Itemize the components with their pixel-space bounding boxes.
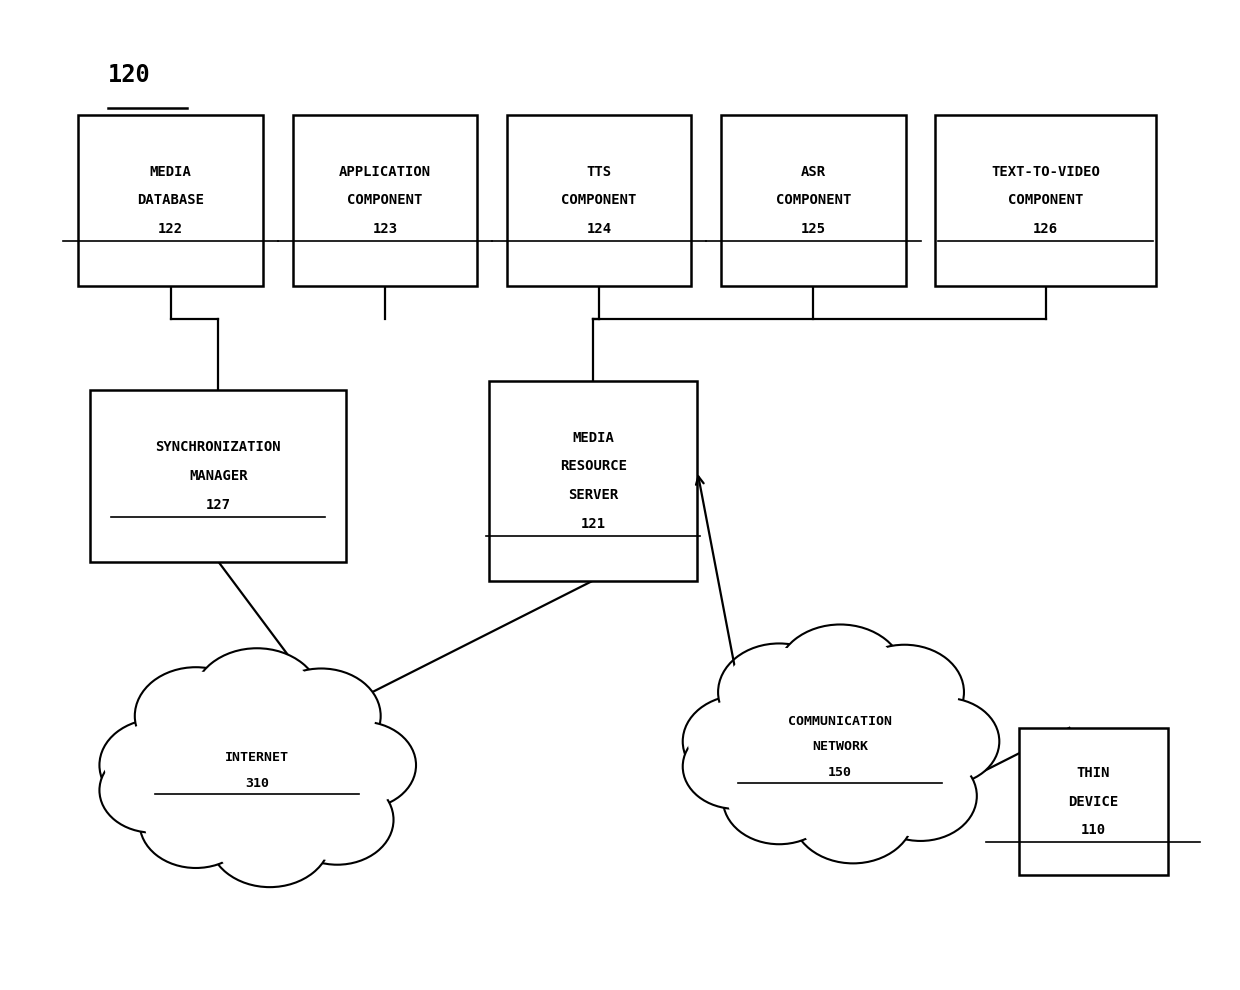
Text: NETWORK: NETWORK — [812, 741, 868, 753]
FancyBboxPatch shape — [78, 115, 263, 286]
Text: INTERNET: INTERNET — [224, 751, 289, 764]
FancyBboxPatch shape — [293, 115, 477, 286]
Circle shape — [870, 755, 971, 837]
Text: COMPONENT: COMPONENT — [1008, 193, 1084, 207]
Text: THIN: THIN — [1076, 766, 1110, 780]
Text: APPLICATION: APPLICATION — [339, 165, 432, 179]
FancyBboxPatch shape — [507, 115, 692, 286]
Text: 127: 127 — [206, 498, 231, 512]
Circle shape — [208, 790, 331, 887]
Circle shape — [99, 719, 216, 812]
Text: 110: 110 — [1080, 823, 1106, 837]
Circle shape — [683, 695, 799, 788]
Circle shape — [99, 748, 206, 833]
Circle shape — [286, 779, 388, 860]
FancyBboxPatch shape — [935, 115, 1156, 286]
Circle shape — [895, 702, 993, 781]
Circle shape — [192, 648, 321, 750]
Text: ASR: ASR — [801, 165, 826, 179]
Circle shape — [174, 704, 341, 838]
Circle shape — [141, 672, 250, 760]
Text: COMPONENT: COMPONENT — [776, 193, 851, 207]
Text: COMMUNICATION: COMMUNICATION — [789, 715, 893, 728]
Text: 124: 124 — [587, 222, 611, 236]
Text: 126: 126 — [1033, 222, 1058, 236]
Circle shape — [776, 625, 904, 727]
Circle shape — [140, 778, 252, 868]
FancyBboxPatch shape — [91, 390, 346, 561]
Circle shape — [723, 754, 836, 844]
Text: 310: 310 — [246, 777, 269, 790]
Circle shape — [756, 680, 924, 814]
Text: MEDIA: MEDIA — [573, 431, 614, 445]
Circle shape — [135, 667, 257, 764]
Circle shape — [215, 795, 325, 882]
FancyBboxPatch shape — [489, 381, 697, 580]
Circle shape — [688, 700, 792, 783]
Circle shape — [782, 630, 898, 722]
Circle shape — [724, 648, 835, 737]
Text: MANAGER: MANAGER — [188, 469, 248, 483]
Text: SERVER: SERVER — [568, 488, 619, 502]
Circle shape — [792, 766, 914, 863]
Text: RESOURCE: RESOURCE — [559, 459, 626, 473]
Text: DATABASE: DATABASE — [138, 193, 205, 207]
Text: SYNCHRONIZATION: SYNCHRONIZATION — [155, 441, 281, 454]
Circle shape — [851, 649, 959, 735]
Text: 120: 120 — [108, 62, 151, 86]
Circle shape — [718, 644, 841, 741]
Text: TTS: TTS — [587, 165, 611, 179]
FancyBboxPatch shape — [1019, 728, 1168, 875]
Circle shape — [268, 673, 374, 758]
Text: 122: 122 — [157, 222, 184, 236]
Circle shape — [890, 698, 999, 785]
Text: 123: 123 — [372, 222, 398, 236]
Circle shape — [105, 724, 210, 807]
Text: 121: 121 — [580, 517, 606, 531]
Text: TEXT-TO-VIDEO: TEXT-TO-VIDEO — [991, 165, 1100, 179]
Text: DEVICE: DEVICE — [1068, 795, 1118, 809]
Circle shape — [306, 722, 417, 809]
Circle shape — [683, 725, 789, 809]
Circle shape — [729, 759, 830, 840]
Text: COMPONENT: COMPONENT — [562, 193, 637, 207]
Circle shape — [312, 726, 410, 805]
Circle shape — [688, 729, 784, 805]
Circle shape — [864, 751, 977, 841]
Text: MEDIA: MEDIA — [150, 165, 191, 179]
Circle shape — [281, 775, 393, 864]
Text: 125: 125 — [801, 222, 826, 236]
FancyBboxPatch shape — [722, 115, 905, 286]
Circle shape — [799, 771, 908, 858]
Circle shape — [262, 668, 381, 763]
Text: COMPONENT: COMPONENT — [347, 193, 423, 207]
Text: 150: 150 — [828, 766, 852, 779]
Circle shape — [844, 644, 963, 740]
Circle shape — [104, 752, 200, 829]
Circle shape — [145, 783, 247, 863]
Circle shape — [200, 653, 315, 745]
